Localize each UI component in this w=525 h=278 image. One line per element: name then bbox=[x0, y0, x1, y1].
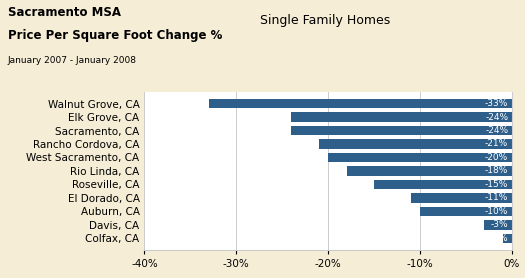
Text: -24%: -24% bbox=[485, 126, 508, 135]
Text: January 2007 - January 2008: January 2007 - January 2008 bbox=[8, 56, 137, 64]
Text: -10%: -10% bbox=[485, 207, 508, 216]
Text: Single Family Homes: Single Family Homes bbox=[260, 14, 391, 27]
Bar bbox=[319, 139, 512, 148]
Text: Sacramento MSA: Sacramento MSA bbox=[8, 6, 121, 19]
Text: -20%: -20% bbox=[485, 153, 508, 162]
Bar bbox=[209, 99, 512, 108]
Text: -33%: -33% bbox=[485, 99, 508, 108]
Text: -3%: -3% bbox=[490, 220, 508, 229]
Text: -11%: -11% bbox=[485, 193, 508, 202]
Bar bbox=[328, 153, 512, 162]
Text: Price Per Square Foot Change %: Price Per Square Foot Change % bbox=[8, 29, 222, 42]
Text: -15%: -15% bbox=[485, 180, 508, 189]
Bar bbox=[420, 207, 512, 216]
Bar bbox=[411, 193, 512, 203]
Bar bbox=[346, 167, 512, 175]
Bar bbox=[374, 180, 512, 189]
Bar bbox=[291, 112, 512, 121]
Text: -21%: -21% bbox=[485, 140, 508, 148]
Bar bbox=[503, 234, 512, 243]
Bar bbox=[484, 220, 512, 230]
Text: -18%: -18% bbox=[485, 167, 508, 175]
Text: -24%: -24% bbox=[485, 113, 508, 121]
Bar bbox=[291, 126, 512, 135]
Text: -1%: -1% bbox=[490, 234, 508, 243]
